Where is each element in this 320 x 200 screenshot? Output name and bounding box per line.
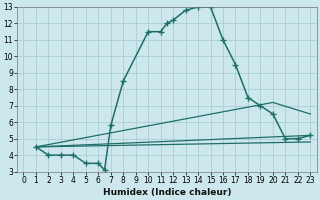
X-axis label: Humidex (Indice chaleur): Humidex (Indice chaleur) (103, 188, 231, 197)
